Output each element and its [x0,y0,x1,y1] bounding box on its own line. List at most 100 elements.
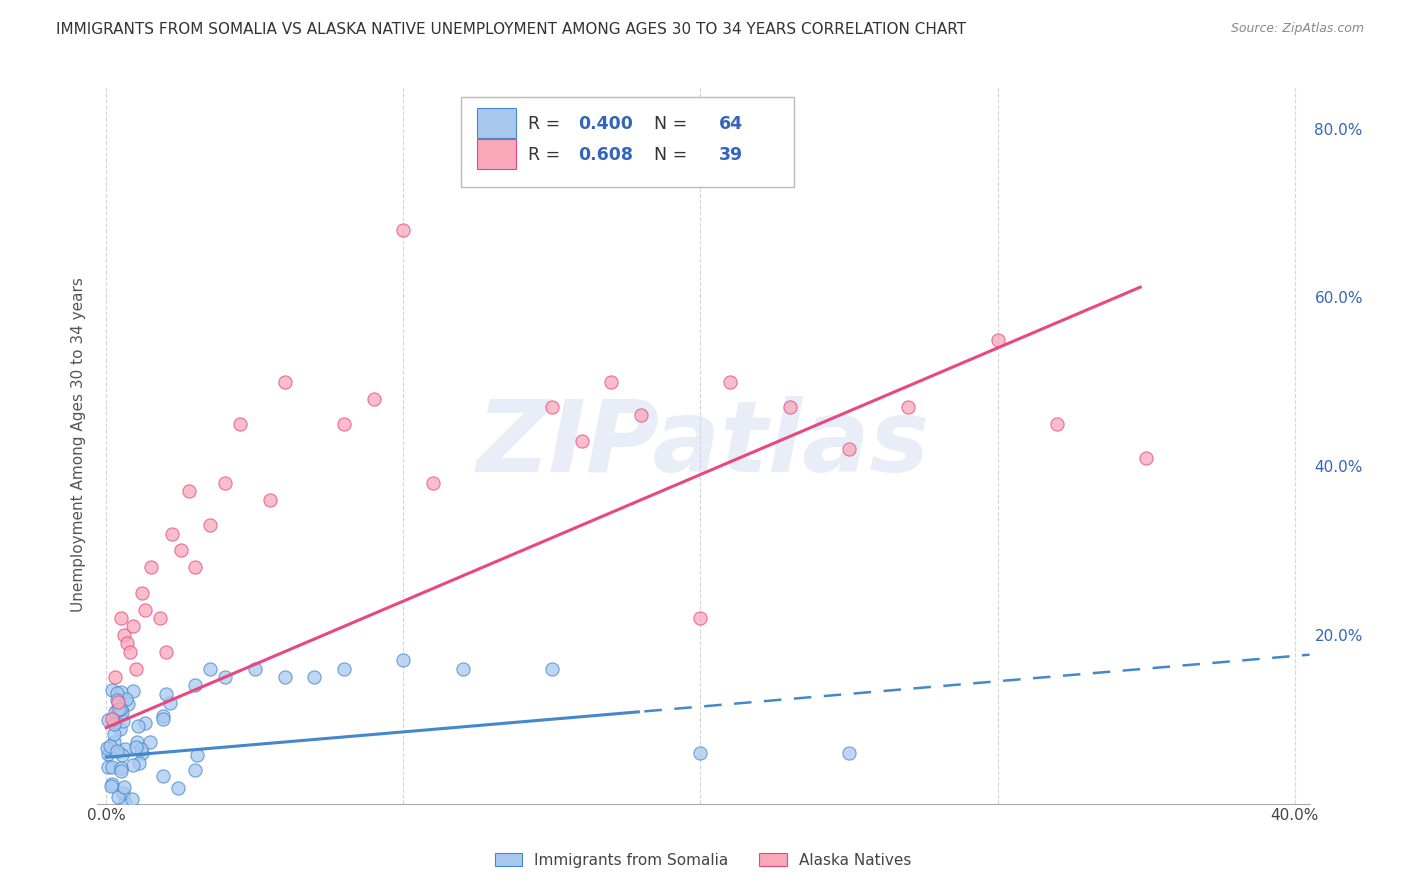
Legend: Immigrants from Somalia, Alaska Natives: Immigrants from Somalia, Alaska Natives [486,845,920,875]
Point [110,761,132,775]
Point [103,734,125,748]
Point [184,678,207,692]
Point [112,628,135,642]
Point [108,702,131,716]
Point [97,747,120,761]
Point [273,375,295,389]
Point [273,670,295,684]
Point [689,611,711,625]
Point [184,763,207,777]
Point [122,619,145,633]
Point [107,695,129,709]
Text: 39: 39 [720,146,744,164]
Point [134,715,156,730]
Point [134,602,156,616]
FancyBboxPatch shape [461,97,794,186]
Point [121,792,143,806]
Point [129,742,152,756]
Point [571,434,593,448]
Point [110,685,132,699]
Point [200,662,222,676]
Point [779,400,801,414]
Point [105,702,128,716]
Point [121,758,143,772]
Text: 0.400: 0.400 [579,115,634,134]
Text: 0.608: 0.608 [579,146,634,164]
Point [259,492,281,507]
Point [302,670,325,684]
Point [110,611,132,625]
Point [200,518,222,533]
Point [333,662,356,676]
Point [689,746,711,760]
Point [243,662,266,676]
Point [117,697,139,711]
Point [838,746,860,760]
Point [105,686,128,700]
Point [160,526,183,541]
Point [422,475,444,490]
Point [152,712,174,726]
Point [838,442,860,457]
Point [98,739,121,754]
Point [159,697,181,711]
Point [333,417,356,431]
Point [541,662,564,676]
Point [127,719,149,733]
Point [108,722,131,736]
Point [131,746,153,760]
Point [107,790,129,805]
Point [105,744,128,758]
Text: R =: R = [527,115,565,134]
Point [392,223,415,237]
Point [630,409,652,423]
Point [100,777,122,791]
Point [125,662,148,676]
Point [114,797,136,811]
Point [149,611,172,625]
FancyBboxPatch shape [477,108,516,138]
Point [101,712,124,726]
Point [125,740,148,755]
Point [96,740,118,755]
Point [111,705,134,719]
Point [363,392,385,406]
Point [115,691,138,706]
Point [541,400,564,414]
Point [184,560,207,574]
Point [125,735,148,749]
Y-axis label: Unemployment Among Ages 30 to 34 years: Unemployment Among Ages 30 to 34 years [72,277,86,613]
Point [166,781,188,796]
Point [100,779,122,793]
Point [138,735,160,749]
Point [155,645,177,659]
Point [214,670,236,684]
Point [112,780,135,795]
Point [103,726,125,740]
Text: IMMIGRANTS FROM SOMALIA VS ALASKA NATIVE UNEMPLOYMENT AMONG AGES 30 TO 34 YEARS : IMMIGRANTS FROM SOMALIA VS ALASKA NATIVE… [56,22,966,37]
Text: ZIPatlas: ZIPatlas [477,396,929,493]
Point [139,560,162,574]
Text: N =: N = [643,146,693,164]
Point [229,417,252,431]
Point [101,682,124,697]
Point [897,400,920,414]
Point [214,475,236,490]
Text: R =: R = [527,146,565,164]
Point [718,375,741,389]
Point [115,636,138,650]
Point [105,693,128,707]
Point [110,764,132,778]
Point [97,760,120,774]
Point [152,769,174,783]
Point [131,585,153,599]
Point [104,705,127,719]
Point [987,333,1010,347]
Point [122,683,145,698]
Text: 64: 64 [720,115,744,134]
Point [104,670,127,684]
FancyBboxPatch shape [477,139,516,169]
Point [152,709,174,723]
Text: N =: N = [643,115,693,134]
Point [1046,417,1069,431]
